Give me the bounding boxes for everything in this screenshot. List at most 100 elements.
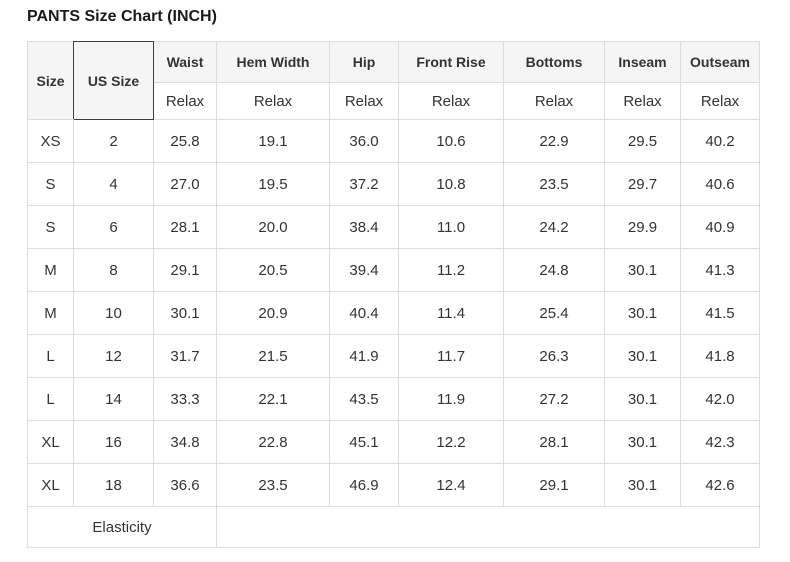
- measure-cell-waist: 30.1: [153, 291, 217, 335]
- measure-cell-front-rise: 12.4: [398, 463, 504, 507]
- measure-cell-inseam: 30.1: [604, 463, 681, 507]
- size-row-l-12: L 12 31.7 21.5 41.9 11.7 26.3 30.1 41.8: [27, 334, 760, 378]
- measure-cell-bottoms: 29.1: [503, 463, 605, 507]
- header-cell-hip: Hip: [329, 41, 399, 83]
- measure-cell-hem-width: 19.5: [216, 162, 330, 206]
- header-cell-bottoms: Bottoms: [503, 41, 605, 83]
- measure-cell-outseam: 42.6: [680, 463, 760, 507]
- measure-cell-bottoms: 25.4: [503, 291, 605, 335]
- header-row: Size US Size Waist Hem Width Hip Front R…: [27, 41, 760, 120]
- size-row-s-6: S 6 28.1 20.0 38.4 11.0 24.2 29.9 40.9: [27, 205, 760, 249]
- measure-cell-hem-width: 19.1: [216, 119, 330, 163]
- header-cell-inseam: Inseam: [604, 41, 681, 83]
- measure-cell-hem-width: 22.8: [216, 420, 330, 464]
- header-cell-hem-width: Hem Width: [216, 41, 330, 83]
- size-row-m-8: M 8 29.1 20.5 39.4 11.2 24.8 30.1 41.3: [27, 248, 760, 292]
- measure-cell-bottoms: 24.8: [503, 248, 605, 292]
- measure-cell-hem-width: 20.9: [216, 291, 330, 335]
- measure-cell-waist: 33.3: [153, 377, 217, 421]
- size-row-xl-18: XL 18 36.6 23.5 46.9 12.4 29.1 30.1 42.6: [27, 463, 760, 507]
- fit-cell-inseam: Relax: [604, 82, 681, 120]
- fit-cell-outseam: Relax: [680, 82, 760, 120]
- measure-cell-bottoms: 24.2: [503, 205, 605, 249]
- fit-cell-hem-width: Relax: [216, 82, 330, 120]
- measure-cell-hip: 36.0: [329, 119, 399, 163]
- header-cell-outseam: Outseam: [680, 41, 760, 83]
- page-title: PANTS Size Chart (INCH): [27, 8, 217, 25]
- measure-cell-waist: 29.1: [153, 248, 217, 292]
- size-cell: L: [27, 377, 74, 421]
- size-cell: S: [27, 162, 74, 206]
- measure-cell-outseam: 40.9: [680, 205, 760, 249]
- measure-cell-front-rise: 11.4: [398, 291, 504, 335]
- measure-cell-bottoms: 28.1: [503, 420, 605, 464]
- measure-cell-waist: 25.8: [153, 119, 217, 163]
- measure-cell-front-rise: 11.2: [398, 248, 504, 292]
- size-cell: XS: [27, 119, 74, 163]
- measure-cell-waist: 27.0: [153, 162, 217, 206]
- size-cell: M: [27, 291, 74, 335]
- measure-cell-hip: 43.5: [329, 377, 399, 421]
- measure-cell-outseam: 40.2: [680, 119, 760, 163]
- measure-cell-outseam: 41.5: [680, 291, 760, 335]
- measure-cell-inseam: 30.1: [604, 377, 681, 421]
- measure-cell-bottoms: 26.3: [503, 334, 605, 378]
- measure-cell-bottoms: 22.9: [503, 119, 605, 163]
- fit-cell-bottoms: Relax: [503, 82, 605, 120]
- measure-cell-inseam: 30.1: [604, 291, 681, 335]
- size-cell: S: [27, 205, 74, 249]
- elasticity-value-cell: [216, 506, 760, 548]
- measure-cell-hip: 40.4: [329, 291, 399, 335]
- measure-cell-waist: 34.8: [153, 420, 217, 464]
- header-cell-us-size-selected[interactable]: US Size: [73, 41, 154, 120]
- us-size-cell: 6: [73, 205, 154, 249]
- measure-cell-front-rise: 11.7: [398, 334, 504, 378]
- size-chart-page: PANTS Size Chart (INCH) Size US Size Wai…: [27, 8, 760, 548]
- measure-cell-hem-width: 20.0: [216, 205, 330, 249]
- us-size-cell: 18: [73, 463, 154, 507]
- measure-cell-inseam: 30.1: [604, 334, 681, 378]
- measure-cell-hip: 37.2: [329, 162, 399, 206]
- measure-cell-outseam: 42.0: [680, 377, 760, 421]
- measure-cell-front-rise: 10.6: [398, 119, 504, 163]
- size-row-xs-2: XS 2 25.8 19.1 36.0 10.6 22.9 29.5 40.2: [27, 119, 760, 163]
- measure-cell-hem-width: 21.5: [216, 334, 330, 378]
- size-cell: L: [27, 334, 74, 378]
- fit-cell-waist: Relax: [153, 82, 217, 120]
- measure-cell-hem-width: 23.5: [216, 463, 330, 507]
- measure-cell-hem-width: 22.1: [216, 377, 330, 421]
- size-cell: M: [27, 248, 74, 292]
- measure-cell-waist: 36.6: [153, 463, 217, 507]
- fit-cell-hip: Relax: [329, 82, 399, 120]
- fit-cell-front-rise: Relax: [398, 82, 504, 120]
- measure-cell-hip: 46.9: [329, 463, 399, 507]
- measure-cell-hip: 39.4: [329, 248, 399, 292]
- us-size-cell: 16: [73, 420, 154, 464]
- measure-cell-inseam: 30.1: [604, 248, 681, 292]
- size-row-m-10: M 10 30.1 20.9 40.4 11.4 25.4 30.1 41.5: [27, 291, 760, 335]
- measure-cell-inseam: 29.9: [604, 205, 681, 249]
- measure-cell-inseam: 30.1: [604, 420, 681, 464]
- header-cell-size: Size: [27, 41, 74, 120]
- us-size-cell: 10: [73, 291, 154, 335]
- measure-cell-waist: 28.1: [153, 205, 217, 249]
- measure-cell-outseam: 41.8: [680, 334, 760, 378]
- measure-cell-outseam: 40.6: [680, 162, 760, 206]
- measure-cell-inseam: 29.7: [604, 162, 681, 206]
- size-row-s-4: S 4 27.0 19.5 37.2 10.8 23.5 29.7 40.6: [27, 162, 760, 206]
- measure-cell-hip: 38.4: [329, 205, 399, 249]
- measure-cell-inseam: 29.5: [604, 119, 681, 163]
- size-cell: XL: [27, 420, 74, 464]
- size-cell: XL: [27, 463, 74, 507]
- measure-cell-hem-width: 20.5: [216, 248, 330, 292]
- measure-cell-bottoms: 23.5: [503, 162, 605, 206]
- measure-cell-front-rise: 11.0: [398, 205, 504, 249]
- us-size-cell: 8: [73, 248, 154, 292]
- us-size-cell: 14: [73, 377, 154, 421]
- measure-cell-front-rise: 12.2: [398, 420, 504, 464]
- measure-cell-hip: 41.9: [329, 334, 399, 378]
- measure-cell-waist: 31.7: [153, 334, 217, 378]
- measure-cell-outseam: 42.3: [680, 420, 760, 464]
- measure-cell-front-rise: 11.9: [398, 377, 504, 421]
- size-row-xl-16: XL 16 34.8 22.8 45.1 12.2 28.1 30.1 42.3: [27, 420, 760, 464]
